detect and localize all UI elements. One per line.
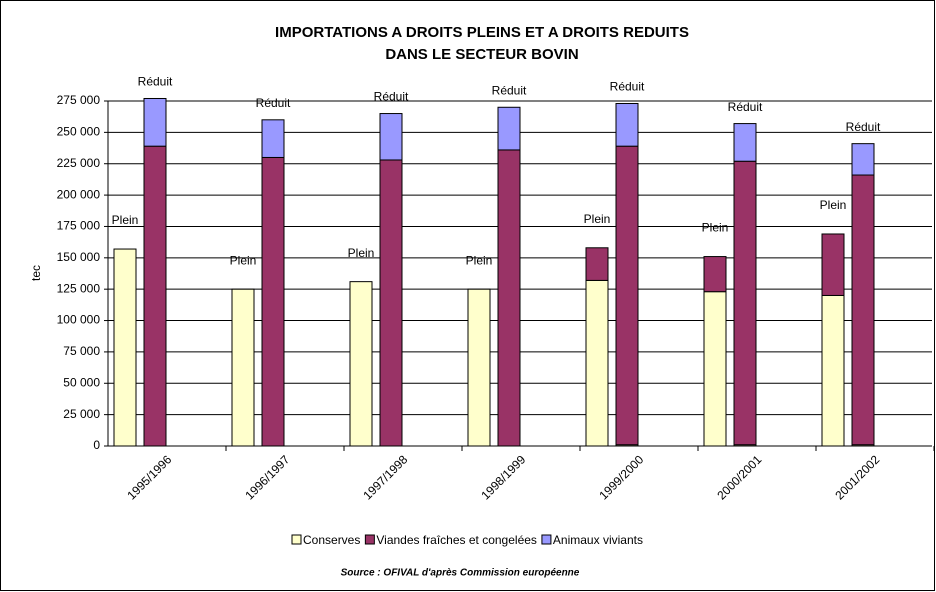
legend-swatch: [541, 534, 552, 545]
stack-label: Réduit: [728, 100, 763, 114]
bar-segment: [379, 159, 403, 447]
stack-label: Réduit: [846, 120, 881, 134]
bar-segment: [231, 288, 255, 447]
bar-segment: [497, 106, 521, 151]
bar-segment: [379, 113, 403, 161]
stack-label: Plein: [466, 253, 493, 267]
bar-segment: [703, 291, 727, 447]
bar-segment: [821, 233, 845, 296]
bar-segment: [703, 256, 727, 293]
bar-segment: [851, 174, 875, 446]
legend-label: Conserves: [303, 533, 360, 547]
stack-label: Réduit: [256, 96, 291, 110]
bar-segment: [261, 156, 285, 447]
stack-label: Réduit: [610, 80, 645, 94]
y-tick-label: 0: [93, 438, 100, 452]
legend-swatch: [364, 534, 375, 545]
stack-label: Réduit: [138, 75, 173, 89]
y-tick-label: 200 000: [57, 187, 101, 201]
y-tick-label: 125 000: [57, 281, 101, 295]
y-tick-label: 25 000: [63, 407, 100, 421]
legend-label: Animaux viviants: [553, 533, 643, 547]
bar-segment: [349, 281, 373, 447]
bar-segment: [821, 294, 845, 447]
stack-label: Plein: [112, 213, 139, 227]
y-tick-label: 250 000: [57, 125, 101, 139]
stack-label: Réduit: [492, 83, 527, 97]
bar-segment: [585, 279, 609, 447]
bar-segment: [615, 145, 639, 446]
stack-label: Plein: [584, 212, 611, 226]
bar-segment: [261, 119, 285, 158]
stack-label: Plein: [702, 221, 729, 235]
bar-segment: [143, 97, 167, 147]
bar-segment: [113, 248, 137, 447]
stack-label: Plein: [820, 198, 847, 212]
chart-title: IMPORTATIONS A DROITS PLEINS ET A DROITS…: [275, 24, 689, 41]
stack-label: Réduit: [374, 90, 409, 104]
bar-segment: [615, 103, 639, 147]
source: Source : OFIVAL d'après Commission europ…: [341, 568, 580, 579]
legend-label: Viandes fraîches et congelées: [376, 533, 537, 547]
legend-swatch: [291, 534, 302, 545]
bar-segment: [467, 288, 491, 447]
y-tick-label: 50 000: [63, 375, 100, 389]
bar-segment: [497, 149, 521, 447]
chart-title: DANS LE SECTEUR BOVIN: [385, 46, 578, 63]
bar-segment: [733, 123, 757, 162]
y-tick-label: 275 000: [57, 93, 101, 107]
y-axis-label: tec: [29, 265, 43, 281]
stack-label: Plein: [230, 253, 257, 267]
stack-label: Plein: [348, 246, 375, 260]
y-tick-label: 150 000: [57, 250, 101, 264]
bar-segment: [733, 160, 757, 446]
bar-segment: [143, 145, 167, 447]
y-tick-label: 225 000: [57, 156, 101, 170]
y-tick-label: 175 000: [57, 219, 101, 233]
bar-segment: [851, 143, 875, 176]
y-tick-label: 75 000: [63, 344, 100, 358]
bar-segment: [585, 247, 609, 281]
y-tick-label: 100 000: [57, 313, 101, 327]
